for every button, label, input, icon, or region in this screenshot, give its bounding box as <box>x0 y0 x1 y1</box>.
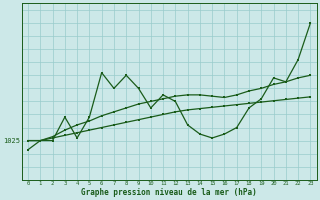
X-axis label: Graphe pression niveau de la mer (hPa): Graphe pression niveau de la mer (hPa) <box>81 188 257 197</box>
